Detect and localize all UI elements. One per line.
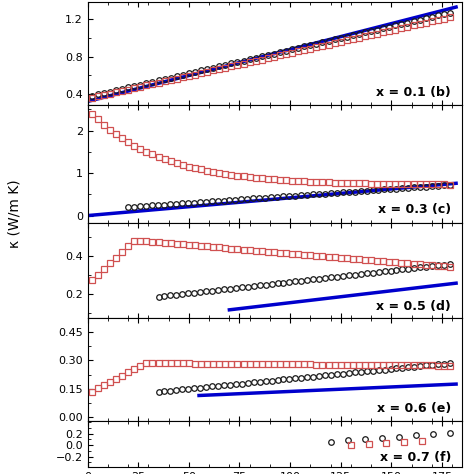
Text: x = 0.5 (d): x = 0.5 (d)	[376, 300, 451, 313]
Text: x = 0.3 (c): x = 0.3 (c)	[378, 203, 451, 216]
Text: x = 0.1 (b): x = 0.1 (b)	[376, 86, 451, 99]
Text: x = 0.7 (f): x = 0.7 (f)	[380, 451, 451, 464]
Text: κ (W/m K): κ (W/m K)	[7, 179, 21, 247]
Text: x = 0.6 (e): x = 0.6 (e)	[377, 402, 451, 415]
